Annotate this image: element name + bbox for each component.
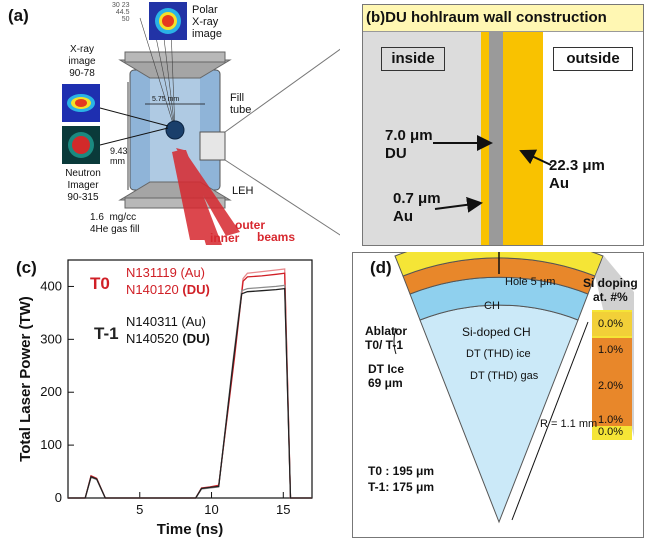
doping-0-bottom: 0.0% (598, 426, 624, 438)
series-line-0 (68, 268, 312, 499)
ablator-label: Ablator T0/ T-1 (365, 324, 407, 352)
xray-image-label: X-ray image 90-78 (68, 44, 96, 79)
capsule (165, 120, 185, 140)
y-axis-label: Total Laser Power (TW) (17, 296, 34, 462)
au-thick-layer (503, 32, 543, 245)
inner-beams-label: inner (210, 231, 240, 245)
y-tick-label: 200 (40, 384, 62, 399)
au-outer-arrow (519, 149, 552, 166)
panel-b: (b)DU hohlraum wall construction inside … (362, 4, 644, 246)
dt-ice-label: DT Ice 69 μm (368, 362, 405, 390)
au-inner-arrow (434, 196, 483, 213)
legend-n140120: N140120 (DU) (126, 282, 210, 297)
series-line-1 (68, 272, 312, 499)
legend-n140120-shot: N140120 (126, 282, 183, 297)
panel-c-label: (c) (16, 258, 37, 277)
neutron-imager-label: Neutron Imager 90-315 (65, 168, 101, 203)
capsule-wedge-diagram (393, 252, 634, 524)
ch-label: CH (484, 300, 500, 312)
fill-tube-box (199, 131, 226, 161)
doping-1-top: 1.0% (598, 344, 624, 356)
dim-vertical-label: 9.43 mm (110, 146, 128, 166)
panel-b-title: DU hohlraum wall construction (385, 9, 607, 26)
leh-label: LEH (232, 185, 254, 197)
radius-arrow (511, 321, 589, 521)
doping-1-bottom: 1.0% (598, 414, 624, 426)
ch-region (394, 252, 604, 277)
radius-label: R = 1.1 mm (540, 418, 598, 430)
x-tick-label: 5 (136, 502, 143, 517)
legend-n140520-shot: N140520 (126, 331, 183, 346)
panel-d-label: (d) (370, 258, 392, 277)
x-tick-label: 15 (276, 502, 290, 517)
outer-beams-label: outer (235, 218, 265, 232)
dim-horizontal-label: 5.75 mm (152, 96, 180, 103)
panel-b-title-bar: (b)DU hohlraum wall construction (363, 5, 643, 32)
series-line-3 (68, 287, 312, 499)
dt-gas-label: DT (THD) gas (470, 370, 539, 382)
y-tick-label: 300 (40, 331, 62, 346)
polar-image-label: Polar X-ray image (192, 4, 222, 40)
au-inner-thickness-label: 0.7 μm Au (393, 190, 441, 225)
legend-n140520-mat: (DU) (182, 331, 210, 346)
panel-b-label: (b) (366, 9, 386, 26)
y-tick-label: 400 (40, 278, 62, 293)
panel-b-arrows (433, 135, 552, 213)
laser-power-chart: 5 10 15 0 100 200 300 400 Time (ns) Total Laser P… (17, 259, 313, 538)
t0-thickness-label: T0 : 195 μm (368, 464, 435, 478)
y-tick-label: 0 (55, 490, 62, 505)
ablator-brace (393, 327, 397, 355)
gas-fill-label: 1.6 mg/cc 4He gas fill (90, 212, 140, 235)
si-doping-title: Si doping at. #% (583, 276, 638, 304)
laser-beams (172, 148, 240, 245)
au-outer-thickness-label: 22.3 μm Au (549, 157, 605, 192)
panel-a-label: (a) (8, 6, 29, 25)
doping-2: 2.0% (598, 380, 624, 392)
scale-numbers: 30 23 44.5 50 (112, 2, 130, 23)
legend-n140311: N140311 (Au) (126, 314, 206, 329)
hole-label: Hole 5 μm (505, 276, 556, 288)
legend-n140520: N140520 (DU) (126, 331, 210, 346)
t1-label: T-1 (94, 324, 119, 343)
du-thickness-label: 7.0 μm DU (385, 127, 433, 162)
dt-ice-inner-label: DT (THD) ice (466, 348, 531, 360)
x-tick-label: 10 (204, 502, 218, 517)
legend-n131119: N131119 (Au) (126, 265, 206, 280)
t1-thickness-label: T-1: 175 μm (368, 480, 435, 494)
outside-label-box: outside (553, 47, 633, 71)
t0-label: T0 (90, 274, 110, 293)
sidoped-label: Si-doped CH (462, 325, 531, 339)
du-layer (489, 32, 503, 245)
y-tick-label: 100 (40, 437, 62, 452)
legend-n140120-mat: (DU) (182, 282, 210, 297)
x-axis-label: Time (ns) (157, 521, 223, 538)
fill-tube-label: Fill tube (230, 92, 252, 116)
hohlraum-illustration (62, 2, 340, 245)
doping-0-top: 0.0% (598, 318, 624, 330)
beams-label: beams (257, 230, 296, 244)
inside-label-box: inside (381, 47, 445, 71)
